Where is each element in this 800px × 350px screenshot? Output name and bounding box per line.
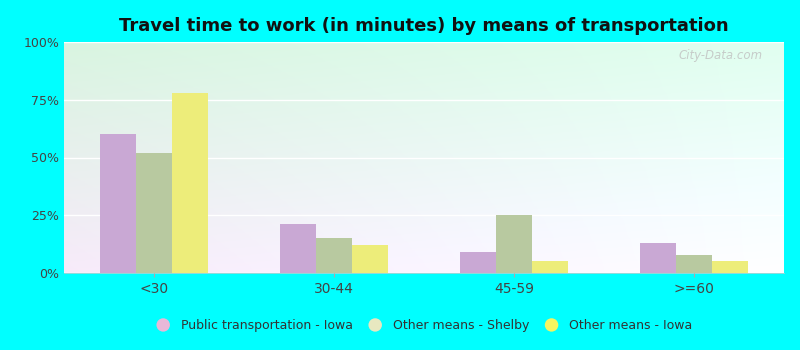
Bar — [496, 215, 532, 273]
Bar — [460, 252, 496, 273]
Bar — [280, 224, 316, 273]
Title: Travel time to work (in minutes) by means of transportation: Travel time to work (in minutes) by mean… — [119, 17, 729, 35]
Bar — [100, 134, 136, 273]
Bar — [172, 93, 208, 273]
Bar — [676, 254, 712, 273]
Bar — [532, 261, 568, 273]
Bar — [352, 245, 388, 273]
Text: City-Data.com: City-Data.com — [678, 49, 762, 62]
Legend: Public transportation - Iowa, Other means - Shelby, Other means - Iowa: Public transportation - Iowa, Other mean… — [152, 316, 696, 336]
Bar — [640, 243, 676, 273]
Bar — [136, 153, 172, 273]
Bar — [712, 261, 748, 273]
Bar — [316, 238, 352, 273]
